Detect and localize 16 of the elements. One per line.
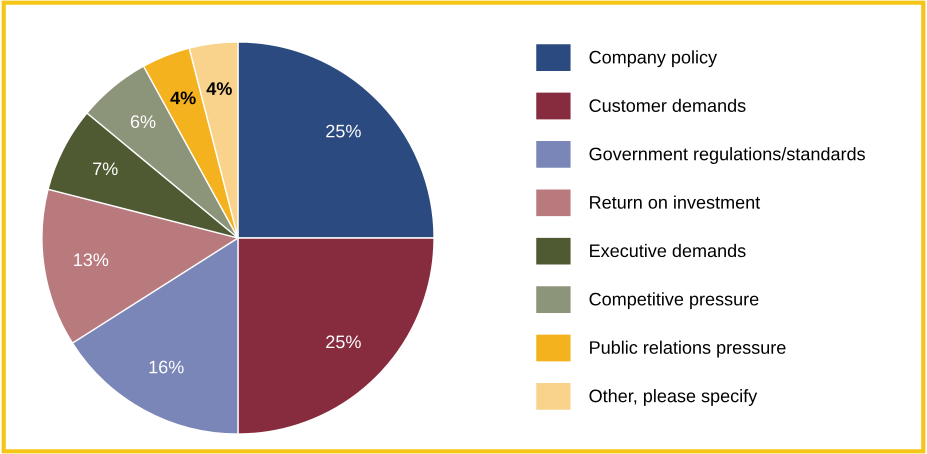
legend-label: Other, please specify	[589, 389, 758, 406]
legend-label: Government regulations/standards	[590, 147, 865, 164]
legend-label: Return on investment	[590, 196, 760, 209]
data-label: 13%	[74, 253, 108, 266]
legend-label: Executive demands	[590, 244, 746, 258]
data-label: 6%	[130, 115, 156, 128]
legend-label: Public relations pressure	[590, 340, 786, 358]
data-label: 7%	[93, 162, 118, 176]
data-label: 16%	[150, 360, 184, 374]
data-label: 25%	[326, 335, 361, 348]
data-label: 4%	[170, 92, 196, 104]
legend-label: Customer demands	[590, 98, 746, 112]
data-label: 4%	[206, 82, 232, 95]
data-label: 25%	[326, 124, 361, 138]
legend-label: Competitive pressure	[590, 292, 758, 310]
legend-label: Company policy	[590, 50, 718, 68]
